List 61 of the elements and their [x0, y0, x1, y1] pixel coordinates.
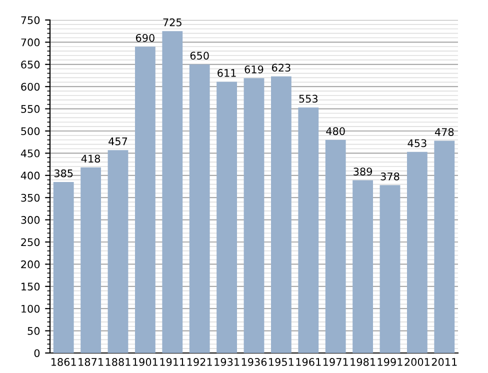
bar: [298, 107, 319, 353]
x-tick-label: 1881: [106, 358, 130, 366]
x-tick-label: 1961: [296, 358, 321, 366]
x-tick-label: 2011: [432, 358, 457, 366]
data-label: 385: [54, 169, 73, 178]
y-tick-label: 50: [28, 327, 40, 335]
bar: [135, 46, 156, 353]
y-tick-label: 600: [21, 82, 40, 91]
x-tick-label: 1861: [51, 358, 76, 366]
data-label: 650: [190, 52, 209, 60]
x-tick-label: 1991: [378, 358, 402, 366]
bar: [352, 180, 373, 353]
y-tick-label: 100: [22, 304, 40, 313]
data-label: 553: [299, 94, 318, 103]
x-tick-label: 1931: [214, 358, 240, 366]
y-tick-label: 550: [21, 105, 40, 113]
y-tick-label: 500: [21, 127, 40, 136]
data-label: 623: [272, 64, 290, 72]
y-tick-label: 350: [21, 194, 40, 202]
y-tick-label: 0: [34, 349, 40, 358]
y-tick-label: 750: [21, 16, 40, 24]
bar: [325, 140, 346, 353]
x-tick-label: 1871: [78, 358, 104, 366]
bar: [108, 150, 128, 353]
bar: [244, 78, 264, 353]
data-label: 725: [163, 18, 182, 26]
data-label: 611: [218, 69, 236, 77]
y-tick-label: 450: [20, 149, 40, 158]
y-tick-label: 650: [21, 60, 40, 69]
x-tick-label: 2001: [404, 358, 430, 366]
data-label: 480: [326, 127, 345, 136]
bar: [407, 152, 428, 353]
y-tick-label: 150: [22, 282, 40, 291]
x-tick-label: 1911: [160, 358, 185, 366]
x-tick-label: 1921: [187, 358, 212, 366]
y-tick-label: 300: [21, 216, 40, 224]
data-label: 378: [380, 172, 400, 180]
data-label: 690: [136, 34, 154, 42]
data-label: 457: [108, 138, 128, 146]
bar: [80, 167, 101, 353]
bar: [162, 31, 183, 353]
x-tick-label: 1901: [133, 358, 158, 366]
bar: [189, 64, 210, 353]
data-label: 619: [244, 65, 264, 74]
y-tick-label: 250: [21, 238, 40, 246]
data-label: 453: [408, 139, 426, 148]
data-label: 418: [81, 154, 100, 163]
y-tick-label: 700: [21, 38, 40, 46]
x-tick-label: 1951: [269, 358, 294, 366]
bar: [216, 82, 237, 353]
bar: [380, 185, 400, 353]
bar: [434, 140, 455, 353]
x-tick-label: 1971: [323, 358, 348, 366]
bar: [53, 182, 74, 353]
bar: [271, 76, 292, 353]
data-label: 389: [354, 168, 372, 176]
y-tick-label: 200: [21, 260, 40, 268]
y-tick-label: 400: [20, 172, 40, 180]
x-tick-label: 1981: [350, 358, 376, 366]
data-label: 478: [434, 128, 454, 136]
x-tick-label: 1936: [242, 358, 267, 366]
